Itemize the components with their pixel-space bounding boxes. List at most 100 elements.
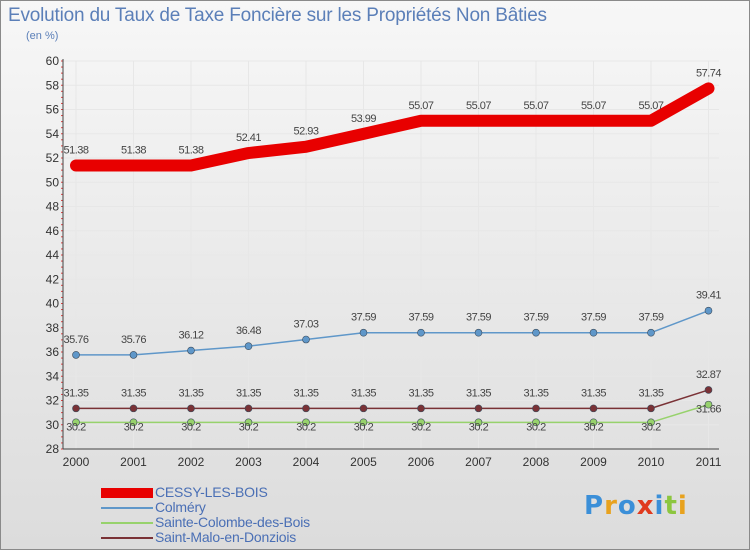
logo-letter: x xyxy=(636,491,655,521)
data-label: 30.2 xyxy=(411,421,431,433)
data-point xyxy=(302,335,310,344)
logo-letter: t xyxy=(664,491,678,521)
x-tick-label: 2004 xyxy=(293,455,320,469)
data-point xyxy=(72,418,80,427)
y-tick-label: 38 xyxy=(46,321,60,335)
data-point xyxy=(129,351,138,359)
data-label: 31.66 xyxy=(696,404,721,416)
legend-label: Saint-Malo-en-Donziois xyxy=(155,529,297,545)
y-tick-label: 50 xyxy=(46,175,60,189)
data-label: 55.07 xyxy=(408,100,433,112)
y-tick-label: 44 xyxy=(46,248,60,262)
data-label: 39.41 xyxy=(696,290,721,302)
data-point xyxy=(588,115,599,126)
data-point xyxy=(358,128,369,139)
legend-label: Colméry xyxy=(155,499,206,515)
data-point xyxy=(589,418,598,427)
x-tick-label: 2010 xyxy=(638,455,665,469)
data-label: 36.12 xyxy=(178,330,203,342)
data-label: 32.87 xyxy=(696,369,721,381)
y-tick-label: 30 xyxy=(46,418,60,432)
data-point xyxy=(704,400,713,409)
data-point xyxy=(532,404,540,413)
data-label: 37.59 xyxy=(466,312,491,324)
data-point xyxy=(647,328,655,337)
y-tick-label: 36 xyxy=(46,345,60,359)
x-tick-label: 2006 xyxy=(408,455,435,469)
data-label: 31.35 xyxy=(581,387,606,399)
data-label: 36.48 xyxy=(236,325,261,337)
legend-label: Sainte-Colombe-des-Bois xyxy=(155,514,310,530)
data-point xyxy=(72,351,80,359)
data-label: 55.07 xyxy=(466,100,491,112)
data-point xyxy=(646,115,656,126)
data-point xyxy=(129,418,138,427)
data-point xyxy=(532,418,540,427)
y-tick-label: 48 xyxy=(46,200,60,214)
legend-swatch xyxy=(101,537,153,539)
chart-title: Evolution du Taux de Taxe Foncière sur l… xyxy=(8,5,547,26)
y-tick-label: 54 xyxy=(46,127,60,141)
data-point xyxy=(244,418,253,427)
data-label: 55.07 xyxy=(638,100,663,112)
x-tick-label: 2003 xyxy=(235,455,262,469)
y-tick-label: 28 xyxy=(46,442,60,456)
legend-swatch xyxy=(101,522,153,524)
y-tick-label: 46 xyxy=(46,224,60,238)
legend-label: CESSY-LES-BOIS xyxy=(155,484,268,500)
data-label: 53.99 xyxy=(351,113,376,125)
data-point xyxy=(417,328,425,337)
y-tick-label: 32 xyxy=(46,394,60,408)
data-label: 30.2 xyxy=(584,421,604,433)
data-point xyxy=(359,418,368,427)
data-point xyxy=(243,148,254,159)
data-point xyxy=(417,418,425,427)
data-label: 31.35 xyxy=(408,387,433,399)
data-label: 31.35 xyxy=(63,387,88,399)
data-point xyxy=(589,404,598,413)
proxiti-logo: Proxiti xyxy=(584,491,688,521)
data-label: 31.35 xyxy=(121,387,146,399)
data-point xyxy=(647,404,655,413)
data-point xyxy=(474,404,483,413)
data-label: 37.03 xyxy=(293,319,318,331)
data-point xyxy=(703,83,714,94)
data-point xyxy=(71,160,81,171)
y-tick-label: 60 xyxy=(46,54,60,68)
series-line-cessy-les-bois xyxy=(70,82,715,172)
y-tick-label: 52 xyxy=(46,151,60,165)
data-point xyxy=(187,404,195,413)
data-point xyxy=(244,342,253,350)
data-label: 30.2 xyxy=(181,421,201,433)
x-tick-label: 2005 xyxy=(350,455,377,469)
data-label: 31.35 xyxy=(351,387,376,399)
data-label: 31.35 xyxy=(178,387,203,399)
data-point xyxy=(474,328,483,337)
data-point xyxy=(187,418,195,427)
data-label: 57.74 xyxy=(696,67,721,79)
data-label: 52.93 xyxy=(293,126,318,138)
data-label: 30.2 xyxy=(526,421,546,433)
x-tick-label: 2008 xyxy=(523,455,550,469)
data-point xyxy=(589,328,598,337)
data-label: 37.59 xyxy=(638,312,663,324)
x-tick-label: 2011 xyxy=(696,455,722,469)
data-point xyxy=(72,404,80,413)
data-label: 31.35 xyxy=(293,387,318,399)
y-tick-label: 40 xyxy=(46,297,60,311)
logo-letter: P xyxy=(584,491,605,521)
x-tick-label: 2007 xyxy=(465,455,492,469)
data-label: 51.38 xyxy=(178,145,203,157)
data-label: 35.76 xyxy=(63,334,88,346)
y-tick-label: 42 xyxy=(46,272,60,286)
x-tick-label: 2000 xyxy=(63,455,90,469)
data-label: 37.59 xyxy=(408,312,433,324)
data-point xyxy=(359,404,368,413)
data-point xyxy=(532,328,540,337)
data-label: 31.35 xyxy=(236,387,261,399)
data-label: 31.35 xyxy=(523,387,548,399)
data-point xyxy=(704,386,713,394)
logo-letter: i xyxy=(654,491,665,521)
logo-letter: o xyxy=(617,491,637,521)
data-point xyxy=(416,115,426,126)
